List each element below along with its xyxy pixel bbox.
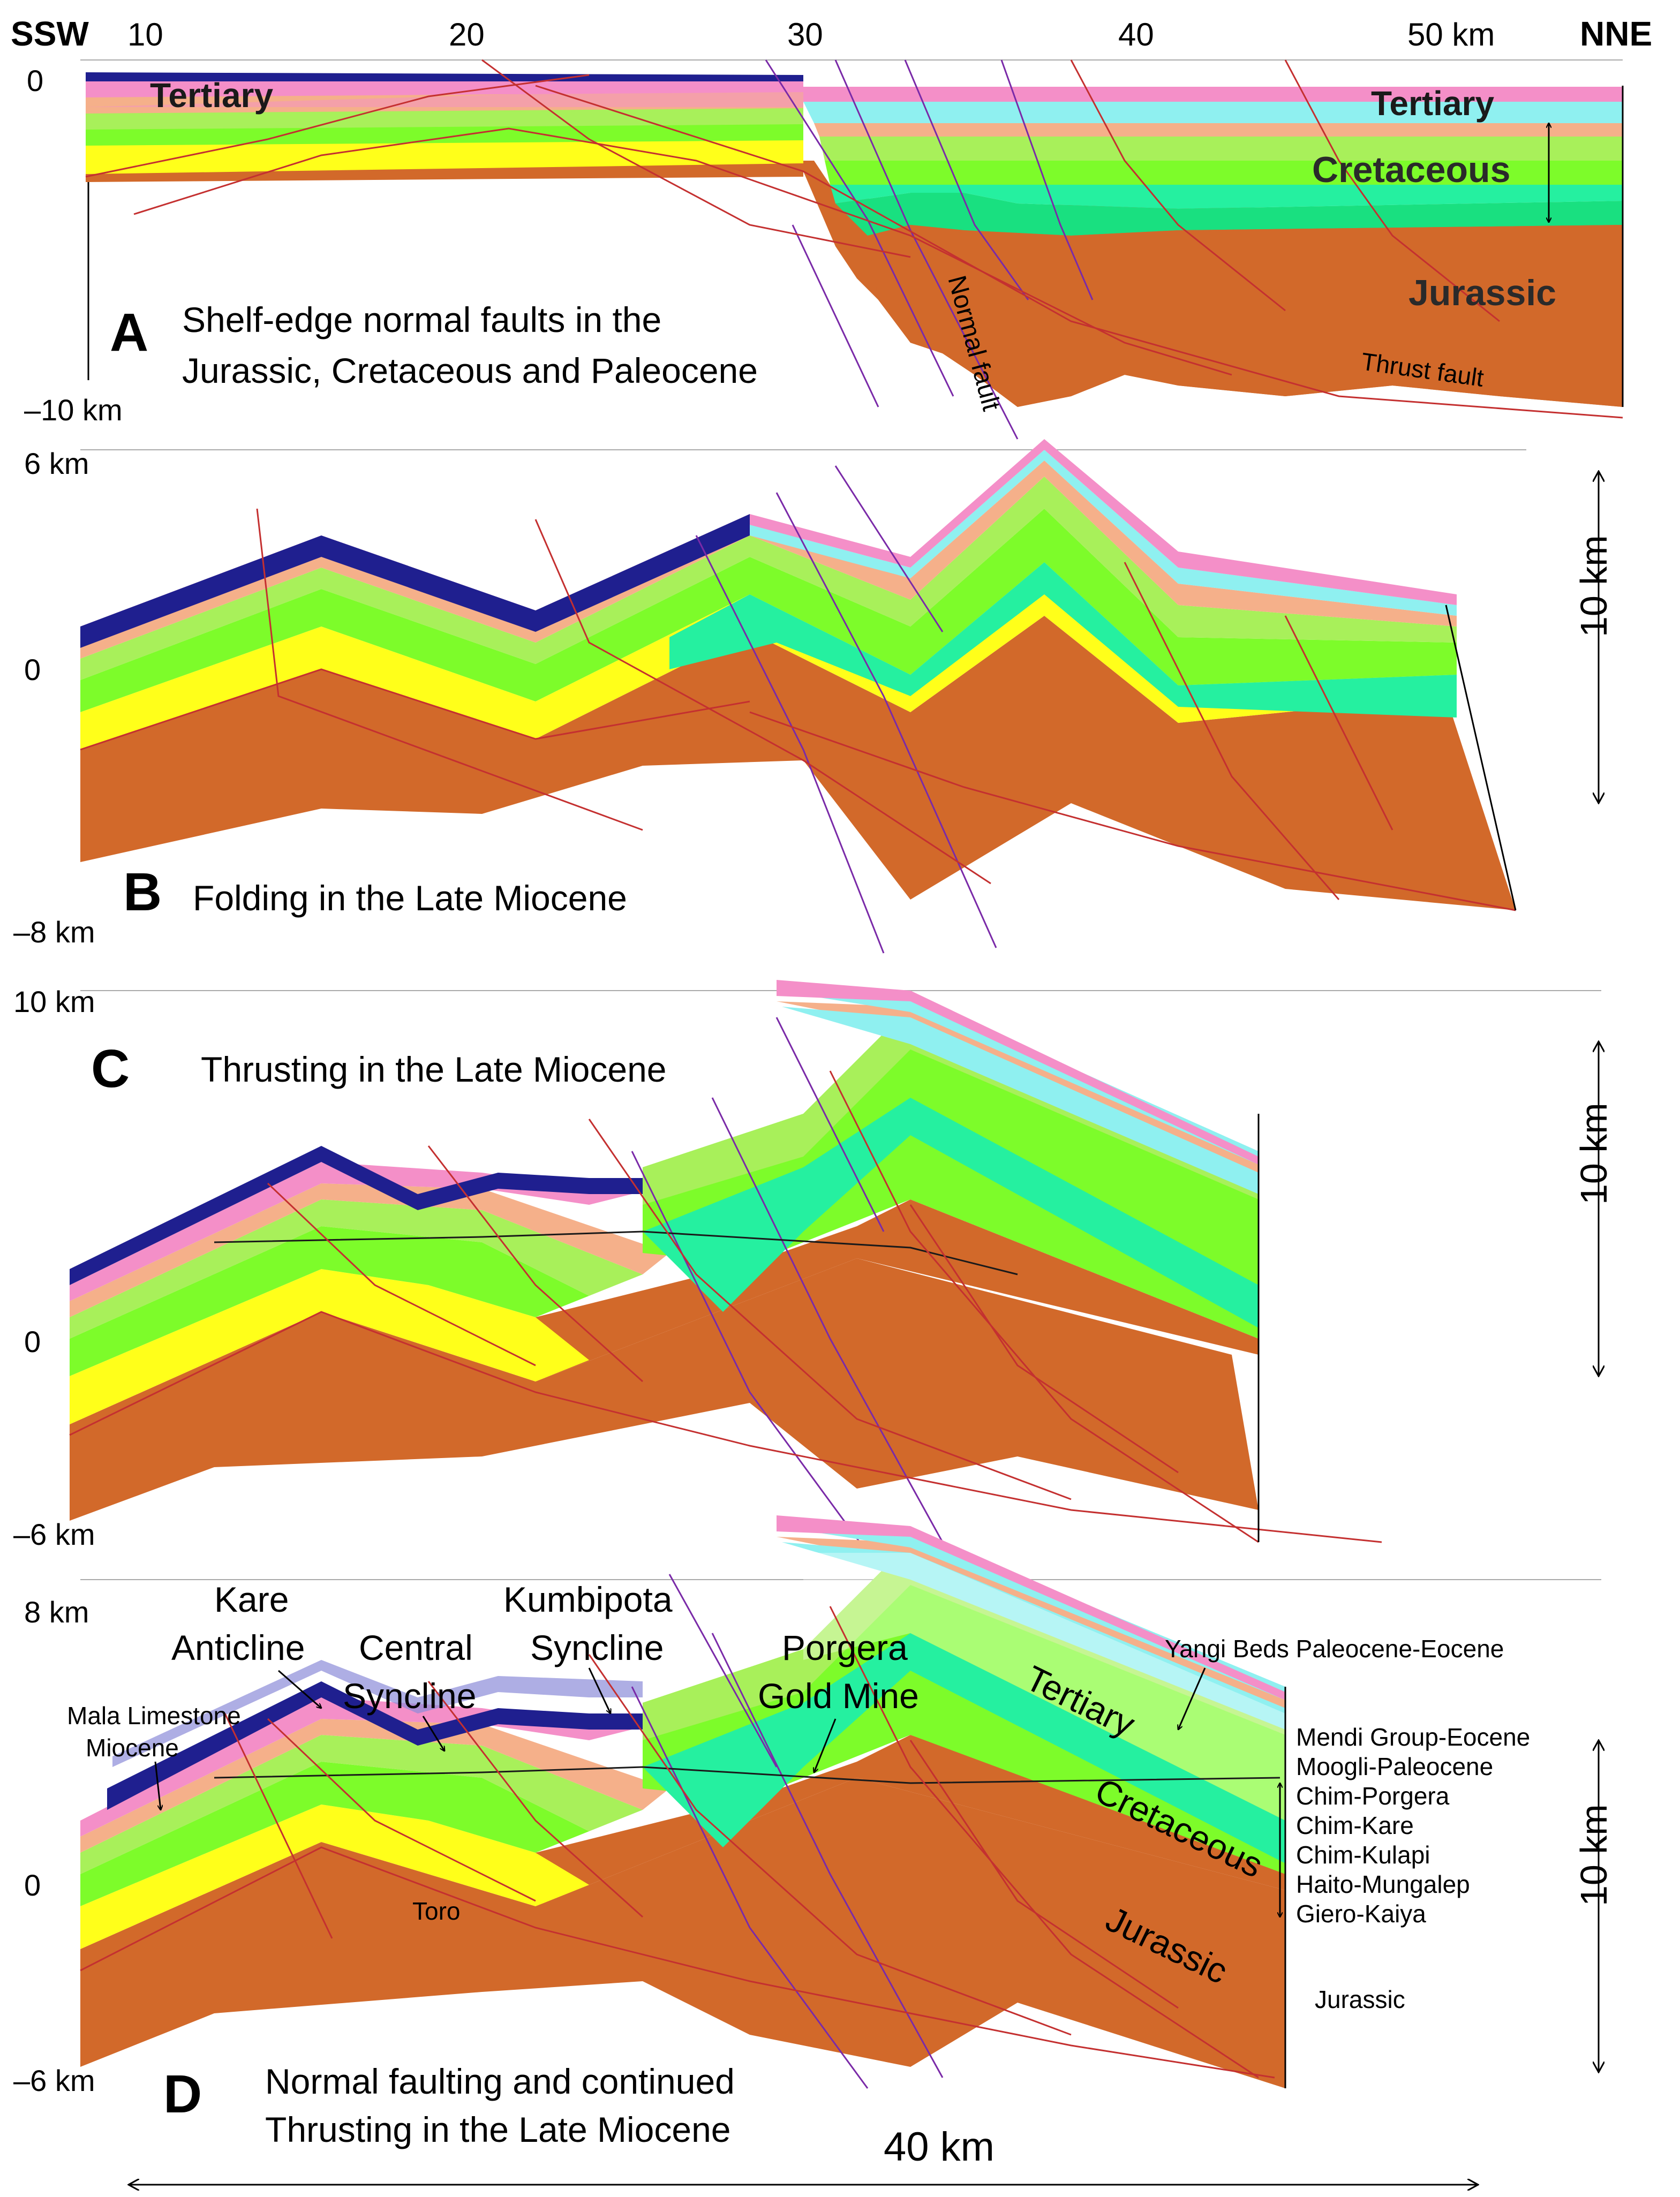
jurassic-layer-d bbox=[80, 1778, 1285, 2088]
distance-tick: 40 bbox=[1118, 17, 1154, 52]
porgera-label: Porgera bbox=[782, 1628, 908, 1667]
tertiary-dark-a bbox=[86, 72, 803, 81]
panel-caption: Shelf-edge normal faults in the bbox=[182, 300, 661, 339]
topography-line bbox=[214, 1230, 1018, 1275]
normal-fault-line bbox=[631, 1686, 869, 2089]
panel-caption: Thrusting in the Late Miocene bbox=[201, 1050, 667, 1089]
kare-label: Anticline bbox=[171, 1628, 305, 1667]
distance-tick: 30 bbox=[787, 17, 823, 52]
normal-fault-line bbox=[695, 535, 885, 954]
panel-letter: C bbox=[91, 1039, 130, 1099]
distance-tick: 20 bbox=[449, 17, 485, 52]
panel-a: 0 –10 km Tertiary Tertiary Cretaceous Ju… bbox=[24, 59, 1624, 440]
normal-fault-line bbox=[765, 59, 954, 397]
nne-label: NNE bbox=[1580, 14, 1652, 53]
panel-caption: Jurassic, Cretaceous and Paleocene bbox=[182, 351, 758, 390]
panel-letter: D bbox=[163, 2064, 202, 2124]
yangi-label: Yangi Beds Paleocene-Eocene bbox=[1165, 1635, 1504, 1663]
topography-line bbox=[214, 1766, 1280, 1784]
panel-caption: Normal faulting and continued bbox=[265, 2062, 735, 2101]
yellow-layer-c bbox=[70, 1269, 589, 1424]
depth-label: 0 bbox=[24, 653, 41, 686]
mala-label: Miocene bbox=[86, 1734, 179, 1762]
cretaceous-label: Cretaceous bbox=[1312, 149, 1510, 190]
section-header: SSW NNE 10 20 30 40 50 km bbox=[11, 14, 1652, 53]
tertiary-dark-d bbox=[107, 1681, 643, 1810]
distance-tick: 10 bbox=[127, 17, 163, 52]
kumbipota-label: Kumbipota bbox=[503, 1580, 673, 1619]
depth-label: 0 bbox=[27, 64, 43, 97]
jurassic-layer-c bbox=[70, 1258, 1259, 1521]
tertiary-label: Tertiary bbox=[1371, 84, 1494, 123]
panel-caption: Folding in the Late Miocene bbox=[193, 878, 627, 918]
legend-item: Chim-Porgera bbox=[1296, 1782, 1450, 1810]
thrust-fault-line bbox=[85, 74, 590, 178]
distance-tick: 50 km bbox=[1407, 17, 1495, 52]
central-syncline-label: Syncline bbox=[343, 1676, 476, 1716]
mala-label: Mala Limestone bbox=[67, 1702, 241, 1730]
central-syncline-label: Central bbox=[359, 1628, 473, 1667]
panel-c: 10 km 10 km 0 –6 km C Thrusting in the L… bbox=[13, 980, 1615, 1553]
panel-d: 10 km 8 km 0 –6 km Kare Anticline Centra… bbox=[13, 1515, 1615, 2185]
panel-caption: Thrusting in the Late Miocene bbox=[265, 2110, 731, 2149]
kumbipota-label: Syncline bbox=[530, 1628, 664, 1667]
thrust-fault-line bbox=[749, 711, 1516, 911]
porgera-label: Gold Mine bbox=[758, 1676, 919, 1716]
depth-label: 0 bbox=[24, 1325, 41, 1358]
scale-label: 10 km bbox=[1573, 1103, 1615, 1205]
thrust-fault-line bbox=[535, 85, 1623, 419]
legend-item: Chim-Kulapi bbox=[1296, 1841, 1430, 1869]
depth-label: –6 km bbox=[13, 1517, 95, 1551]
yellow-layer-d bbox=[80, 1805, 589, 1949]
legend-jurassic: Jurassic bbox=[1315, 1985, 1405, 2013]
legend-item: Chim-Kare bbox=[1296, 1811, 1414, 1839]
legend-item: Haito-Mungalep bbox=[1296, 1870, 1470, 1898]
depth-label: –8 km bbox=[13, 915, 95, 949]
depth-label: 10 km bbox=[13, 985, 95, 1018]
thrust-fault-line bbox=[69, 1311, 1382, 1543]
toro-label: Toro bbox=[412, 1897, 460, 1925]
tertiary-label: Tertiary bbox=[150, 76, 273, 115]
bottom-scale-label: 40 km bbox=[884, 2124, 995, 2170]
normal-fault-line bbox=[834, 59, 1019, 440]
jurassic-layer-b bbox=[80, 616, 1516, 910]
scale-label: 10 km bbox=[1573, 535, 1615, 637]
depth-label: –10 km bbox=[24, 393, 123, 427]
depth-label: 6 km bbox=[24, 447, 89, 480]
normal-fault-line bbox=[631, 1151, 869, 1553]
jurassic-label: Jurassic bbox=[1408, 273, 1556, 313]
legend-item: Giero-Kaiya bbox=[1296, 1900, 1426, 1928]
panel-b: 10 km 6 km 0 –8 km B Folding in the Late… bbox=[13, 439, 1615, 954]
panel-letter: B bbox=[123, 862, 162, 922]
kare-label: Kare bbox=[214, 1580, 289, 1619]
scale-label: 10 km bbox=[1573, 1804, 1615, 1906]
tertiary-dark-b bbox=[80, 514, 750, 648]
depth-label: 0 bbox=[24, 1868, 41, 1902]
legend-item: Mendi Group-Eocene bbox=[1296, 1723, 1530, 1751]
depth-label: 8 km bbox=[24, 1595, 89, 1629]
ssw-label: SSW bbox=[11, 14, 89, 53]
panel-letter: A bbox=[110, 303, 148, 363]
tertiary-dark-c bbox=[70, 1146, 643, 1285]
depth-label: –6 km bbox=[13, 2064, 95, 2097]
thrust-fault-line bbox=[80, 1846, 1275, 2079]
legend-item: Moogli-Paleocene bbox=[1296, 1753, 1493, 1780]
